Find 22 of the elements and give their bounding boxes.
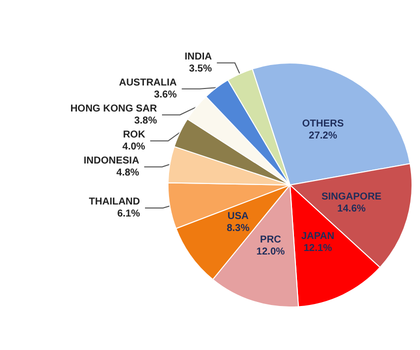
data-label: 12.0%: [256, 246, 285, 258]
data-label: 6.1%: [117, 208, 140, 220]
slice-label: INDIA: [184, 51, 212, 62]
slice-label: HONG KONG SAR: [70, 103, 158, 114]
slice-label: JAPAN: [301, 231, 334, 242]
data-label: 27.2%: [308, 130, 338, 142]
data-label: 8.3%: [226, 222, 250, 234]
slice-label: PRC: [260, 234, 282, 246]
slice-label: AUSTRALIA: [118, 77, 177, 88]
data-label: 3.6%: [154, 89, 177, 100]
slice-label: OTHERS: [302, 118, 344, 130]
slice-label: ROK: [122, 129, 146, 140]
data-label: 4.8%: [116, 167, 140, 178]
slice-label: THAILAND: [88, 196, 140, 208]
slice-label: INDONESIA: [84, 155, 140, 166]
data-label: 14.6%: [337, 203, 366, 214]
slice-label: USA: [228, 210, 249, 222]
data-label: 4.0%: [122, 141, 146, 152]
slice-label: SINGAPORE: [321, 191, 382, 202]
data-label: 3.8%: [134, 115, 158, 126]
data-label: 3.5%: [189, 63, 212, 74]
data-label: 12.1%: [304, 243, 332, 254]
